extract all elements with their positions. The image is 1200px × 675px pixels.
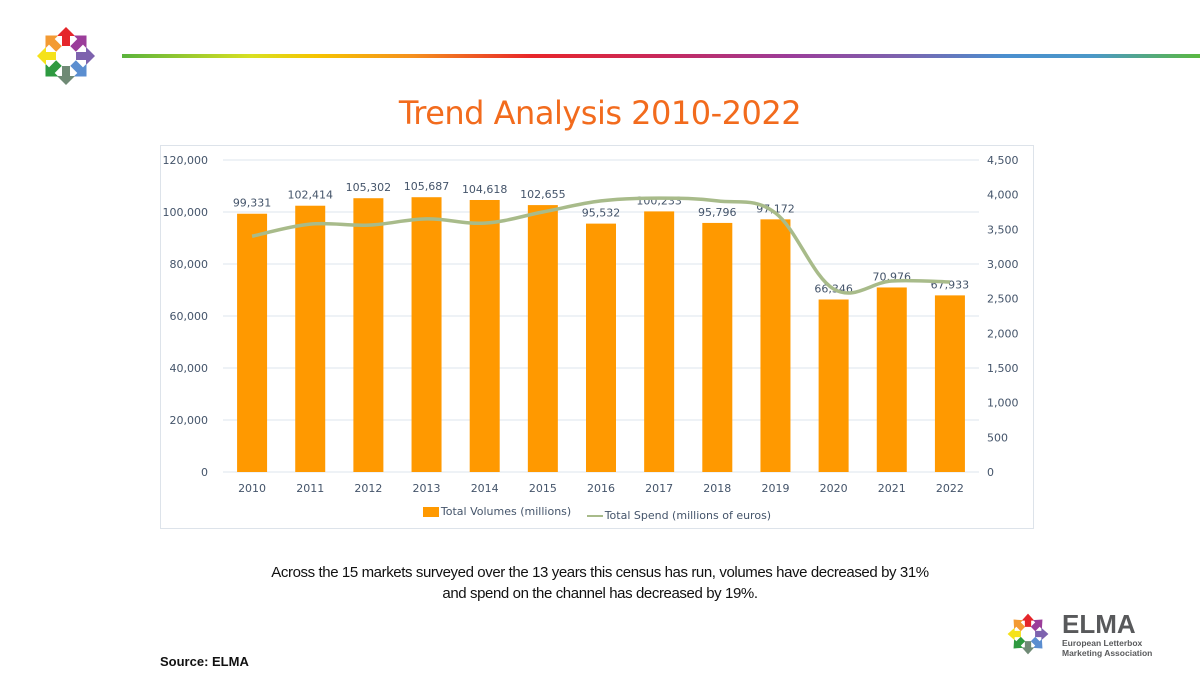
- chart-container: 0 20,000 40,000 60,000 80,000 100,000 120,000 0…: [160, 145, 1034, 529]
- bar-data-label: 102,414: [287, 189, 333, 202]
- x-axis-tick: 2016: [587, 482, 615, 495]
- x-axis-tick: 2022: [936, 482, 964, 495]
- legend-label-volumes: Total Volumes (millions): [440, 505, 572, 518]
- y-axis-tick: 120,000: [163, 154, 209, 167]
- y2-axis-tick: 500: [987, 431, 1008, 444]
- bar-2017: [644, 211, 675, 472]
- x-axis-tick: 2013: [413, 482, 441, 495]
- bar-2019: [760, 219, 791, 472]
- y-axis-tick: 100,000: [163, 206, 209, 219]
- bar-2016: [586, 223, 616, 472]
- y2-axis-tick: 1,500: [987, 362, 1019, 375]
- summary-caption: Across the 15 markets surveyed over the …: [0, 562, 1200, 604]
- bar-2010: [237, 213, 268, 472]
- bar-2011: [295, 205, 326, 472]
- y-axis-tick: 40,000: [170, 362, 209, 375]
- y-axis-tick: 0: [201, 466, 208, 479]
- bar-data-label: 99,331: [233, 197, 271, 210]
- bar-data-label: 100,233: [636, 194, 682, 207]
- x-axis-tick: 2019: [761, 482, 789, 495]
- legend-item-spend: Total Spend (millions of euros): [586, 509, 772, 522]
- y2-axis-tick: 4,000: [987, 189, 1019, 202]
- bar-data-label: 95,796: [698, 206, 737, 219]
- bar-data-label: 105,687: [404, 180, 450, 193]
- bar-2013: [411, 197, 442, 472]
- y-axis-tick: 20,000: [170, 414, 209, 427]
- x-axis-tick: 2010: [238, 482, 266, 495]
- bar-2015: [527, 205, 558, 473]
- bar-2022: [934, 295, 965, 472]
- y2-axis-tick: 2,500: [987, 293, 1019, 306]
- y2-axis-tick: 3,000: [987, 258, 1019, 271]
- y2-axis-tick: 3,500: [987, 223, 1019, 236]
- x-axis-tick: 2012: [354, 482, 382, 495]
- elma-subtitle-line-2: Marketing Association: [1062, 648, 1153, 658]
- rainbow-arrows-logo-icon: [28, 24, 104, 88]
- bar-data-label: 105,302: [346, 181, 392, 194]
- elma-logo: ELMA European Letterbox Marketing Associ…: [1000, 610, 1170, 658]
- elma-subtitle-line-1: European Letterbox: [1062, 638, 1143, 648]
- rainbow-divider: [122, 54, 1200, 58]
- source-note: Source: ELMA: [160, 654, 249, 669]
- x-axis-tick: 2018: [703, 482, 731, 495]
- elma-subtitle: European Letterbox Marketing Association: [1062, 638, 1152, 658]
- caption-line-1: Across the 15 markets surveyed over the …: [271, 564, 929, 581]
- elma-wordmark: ELMA: [1062, 609, 1136, 639]
- bar-2012: [353, 198, 384, 473]
- y2-axis-tick: 4,500: [987, 154, 1019, 167]
- legend-item-volumes: Total Volumes (millions): [422, 505, 572, 518]
- y2-axis-tick: 2,000: [987, 327, 1019, 340]
- y2-axis-tick: 0: [987, 466, 994, 479]
- y-axis-tick: 80,000: [170, 258, 209, 271]
- chart-legend: Total Volumes (millions) Total Spend (mi…: [161, 505, 1033, 522]
- x-axis-tick: 2014: [471, 482, 499, 495]
- page-title: Trend Analysis 2010-2022: [398, 94, 802, 132]
- bar-2018: [702, 222, 733, 472]
- line-swatch-icon: [586, 514, 603, 517]
- bar-data-label: 102,655: [520, 188, 566, 201]
- x-axis-tick: 2021: [878, 482, 906, 495]
- logo-arrows-svg: [37, 27, 95, 85]
- bar-data-label: 95,532: [582, 207, 621, 220]
- elma-arrows-logo-icon: [1002, 612, 1054, 656]
- bar-2021: [876, 287, 907, 472]
- y-axis-tick: 60,000: [170, 310, 209, 323]
- bar-swatch-icon: [422, 506, 439, 517]
- x-axis-tick: 2017: [645, 482, 673, 495]
- spend-line: [251, 196, 950, 295]
- y2-axis-tick: 1,000: [987, 397, 1019, 410]
- bar-data-label: 104,618: [462, 183, 508, 196]
- combo-chart: 0 20,000 40,000 60,000 80,000 100,000 120,000 0…: [163, 154, 1019, 495]
- bar-2020: [818, 299, 849, 472]
- x-axis-tick: 2020: [820, 482, 848, 495]
- caption-line-2: and spend on the channel has decreased b…: [442, 585, 758, 602]
- x-axis-tick: 2015: [529, 482, 557, 495]
- bar-2014: [469, 199, 500, 472]
- x-axis-tick: 2011: [296, 482, 324, 495]
- legend-label-spend: Total Spend (millions of euros): [604, 509, 772, 522]
